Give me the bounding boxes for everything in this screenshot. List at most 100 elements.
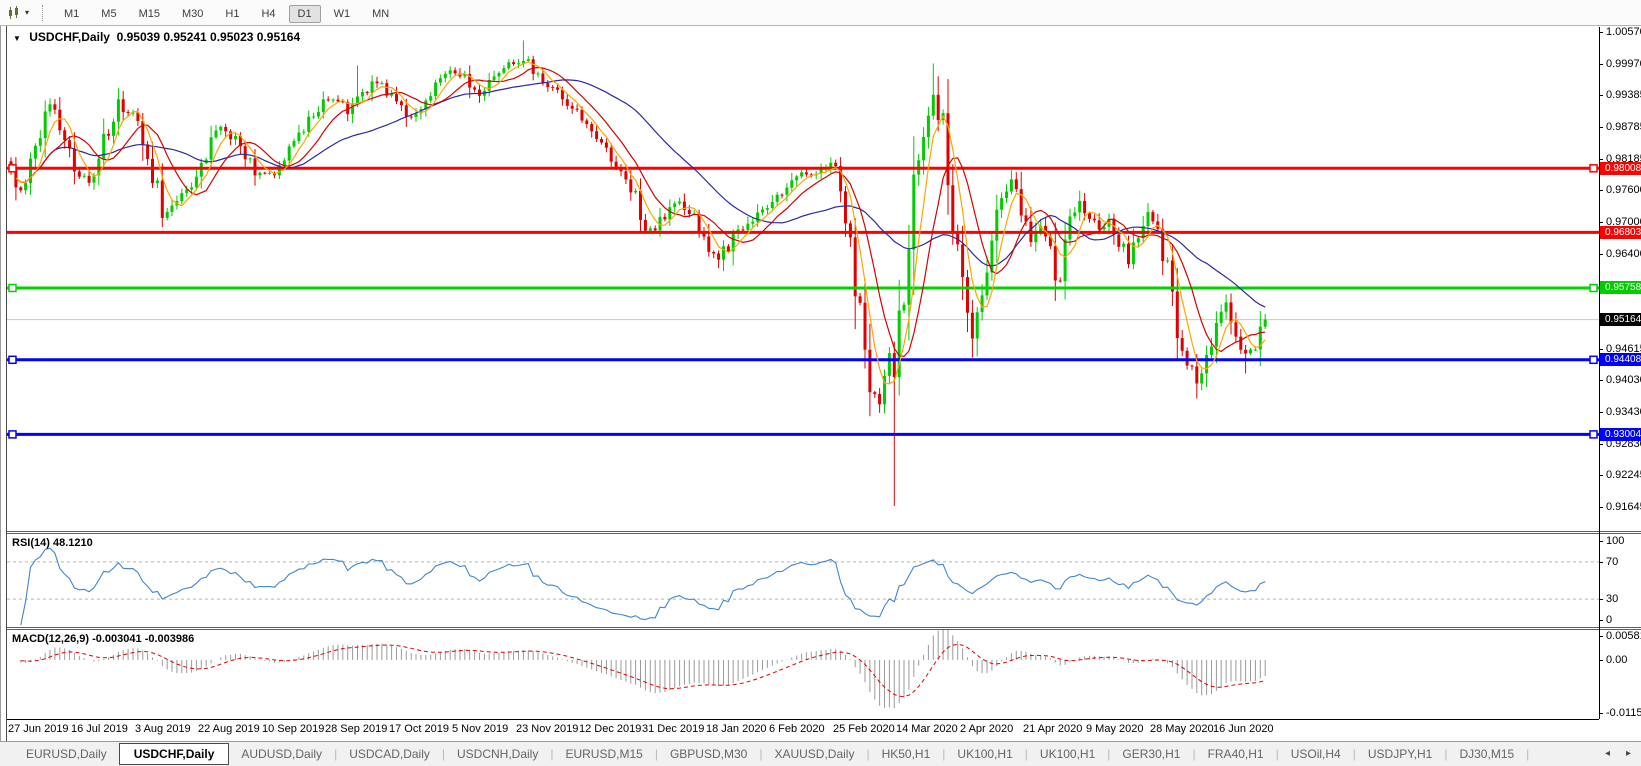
tab-eurusd-m15[interactable]: EURUSD,M15 <box>565 747 643 761</box>
price-tick <box>1599 507 1603 508</box>
hline-handle[interactable] <box>1589 283 1598 293</box>
date-label: 22 Aug 2019 <box>198 723 260 735</box>
price-tick <box>1599 95 1603 96</box>
price-tick <box>1599 222 1603 223</box>
price-tick <box>1599 32 1603 33</box>
date-label: 14 Mar 2020 <box>896 723 958 735</box>
tab-separator: | <box>1192 747 1196 761</box>
candles <box>9 40 1267 506</box>
rsi-axis-label: 70 <box>1606 556 1619 568</box>
price-tick <box>1599 475 1603 476</box>
tab-separator: | <box>550 747 554 761</box>
tab-usdjpy-h1[interactable]: USDJPY,H1 <box>1367 747 1433 761</box>
price-badge-0.93004: 0.93004 <box>1600 428 1641 441</box>
price-axis-border <box>1599 27 1600 719</box>
price-badge-0.95164: 0.95164 <box>1600 313 1641 326</box>
price-tick <box>1599 190 1603 191</box>
chart-periods-icon[interactable]: ▾ <box>4 4 32 22</box>
tab-usdchf-daily[interactable]: USDCHF,Daily <box>118 743 230 765</box>
timeframe-button-m30[interactable]: M30 <box>181 7 204 20</box>
price-badge-0.94408: 0.94408 <box>1600 353 1641 366</box>
hline-handle[interactable] <box>8 283 17 293</box>
chart-ohlc-values: 0.95039 0.95241 0.95023 0.95164 <box>116 30 301 44</box>
tab-usdcnh-daily[interactable]: USDCNH,Daily <box>457 747 539 761</box>
price-tick <box>1599 349 1603 350</box>
tab-separator: | <box>654 747 658 761</box>
timeframe-button-mn[interactable]: MN <box>372 7 390 20</box>
timeframe-button-h1[interactable]: H1 <box>225 7 240 20</box>
timeframe-button-m1[interactable]: M1 <box>64 7 80 20</box>
date-label: 28 May 2020 <box>1150 723 1214 735</box>
tab-eurusd-daily[interactable]: EURUSD,Daily <box>26 747 107 761</box>
timeframe-buttons: M1 M5 M15 M30 H1 H4 D1 W1 MN <box>53 4 400 23</box>
price-tick <box>1599 64 1603 65</box>
timeframe-button-w1[interactable]: W1 <box>333 7 351 20</box>
hline-handle[interactable] <box>8 430 17 439</box>
rsi-canvas[interactable] <box>7 534 1599 627</box>
moving-average-5 <box>15 61 1266 385</box>
rsi-line <box>20 547 1266 626</box>
window-edge <box>0 26 7 741</box>
pane-separator[interactable] <box>7 531 1641 534</box>
tab-uk100-h1[interactable]: UK100,H1 <box>957 747 1013 761</box>
tab-usoil-h4[interactable]: USOil,H4 <box>1290 747 1341 761</box>
tab-hk50-h1[interactable]: HK50,H1 <box>881 747 931 761</box>
moving-average-10 <box>15 66 1266 358</box>
tab-ger30-h1[interactable]: GER30,H1 <box>1122 747 1181 761</box>
hline-handle[interactable] <box>8 355 17 365</box>
tab-audusd-daily[interactable]: AUDUSD,Daily <box>241 747 323 761</box>
price-tick-label: 0.99385 <box>1606 89 1641 101</box>
price-tick-label: 0.91645 <box>1606 501 1641 513</box>
date-label: 21 Apr 2020 <box>1023 723 1083 735</box>
date-label: 23 Nov 2019 <box>516 723 579 735</box>
price-badge-0.98008: 0.98008 <box>1600 162 1641 175</box>
date-label: 5 Nov 2019 <box>452 723 509 735</box>
tab-separator: | <box>1107 747 1111 761</box>
hline-handle[interactable] <box>1589 430 1598 439</box>
tab-scroll-left-icon[interactable]: ◂ <box>1604 748 1610 759</box>
timeframe-button-m5[interactable]: M5 <box>101 7 117 20</box>
tab-xauusd-daily[interactable]: XAUUSD,Daily <box>774 747 855 761</box>
date-label: 10 Sep 2019 <box>262 723 325 735</box>
timeframe-button-m15[interactable]: M15 <box>138 7 160 20</box>
chart-title: ▼ USDCHF,Daily 0.95039 0.95241 0.95023 0… <box>13 30 300 44</box>
tab-separator: | <box>1024 747 1028 761</box>
rsi-pane[interactable] <box>7 534 1599 627</box>
macd-axis-label: 0.005818 <box>1606 630 1641 642</box>
tab-uk100-h1[interactable]: UK100,H1 <box>1039 747 1096 761</box>
timeframe-button-h4[interactable]: H4 <box>261 7 276 20</box>
date-label: 17 Oct 2019 <box>389 723 449 735</box>
date-label: 27 Jun 2019 <box>8 723 69 735</box>
rsi-axis-label: 100 <box>1606 535 1625 547</box>
date-label: 9 May 2020 <box>1086 723 1144 735</box>
tab-separator: | <box>334 747 338 761</box>
time-axis-border <box>7 719 1599 720</box>
tab-usdcad-daily[interactable]: USDCAD,Daily <box>349 747 430 761</box>
tab-dj30-m15[interactable]: DJ30,M15 <box>1459 747 1515 761</box>
timeframe-button-d1[interactable]: D1 <box>288 4 321 23</box>
chart-region: ▼ USDCHF,Daily 0.95039 0.95241 0.95023 0… <box>7 26 1641 741</box>
tab-gbpusd-m30[interactable]: GBPUSD,M30 <box>669 747 748 761</box>
candlestick-glyph <box>9 5 18 19</box>
main-price-pane[interactable] <box>7 27 1599 531</box>
date-label: 3 Aug 2019 <box>135 723 191 735</box>
main-chart-canvas[interactable] <box>7 27 1599 531</box>
macd-pane[interactable] <box>7 630 1599 719</box>
date-label: 25 Feb 2020 <box>833 723 895 735</box>
macd-tick <box>1599 636 1603 637</box>
hline-handle[interactable] <box>8 164 17 173</box>
tab-scroll-right-icon[interactable]: ▸ <box>1625 748 1631 759</box>
price-tick <box>1599 159 1603 160</box>
hline-handle[interactable] <box>1589 355 1598 365</box>
price-tick <box>1599 380 1603 381</box>
price-tick <box>1599 444 1603 445</box>
tab-separator: | <box>866 747 870 761</box>
tab-fra40-h1[interactable]: FRA40,H1 <box>1207 747 1264 761</box>
macd-canvas[interactable] <box>7 630 1599 719</box>
pane-separator[interactable] <box>7 627 1641 630</box>
hline-handle[interactable] <box>1589 164 1598 173</box>
